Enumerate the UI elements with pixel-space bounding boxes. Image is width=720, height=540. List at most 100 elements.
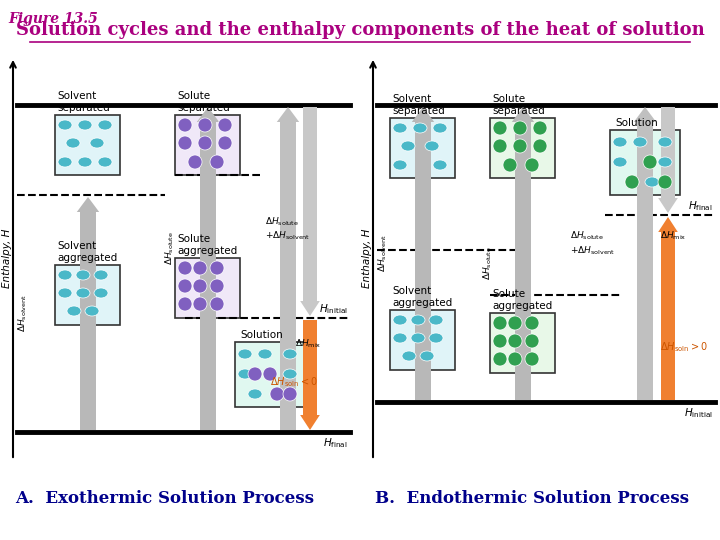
Text: $H_\mathrm{final}$: $H_\mathrm{final}$ <box>323 436 348 450</box>
Ellipse shape <box>258 349 272 359</box>
Ellipse shape <box>402 351 416 361</box>
Ellipse shape <box>533 121 547 135</box>
Ellipse shape <box>429 315 443 325</box>
Ellipse shape <box>429 333 443 343</box>
Text: Solution cycles and the enthalpy components of the heat of solution: Solution cycles and the enthalpy compone… <box>16 21 704 39</box>
Ellipse shape <box>413 123 427 133</box>
Text: $\Delta H_\mathrm{solute}$: $\Delta H_\mathrm{solute}$ <box>482 247 494 280</box>
Ellipse shape <box>393 315 407 325</box>
Text: Solvent
aggregated: Solvent aggregated <box>392 286 452 308</box>
Ellipse shape <box>198 136 212 150</box>
Ellipse shape <box>98 120 112 130</box>
Ellipse shape <box>508 334 522 348</box>
Ellipse shape <box>248 389 262 399</box>
Bar <box>610 130 680 195</box>
Bar <box>55 115 120 175</box>
Ellipse shape <box>193 261 207 275</box>
Text: Enthalpy, H: Enthalpy, H <box>362 229 372 288</box>
Text: Solute
separated: Solute separated <box>492 94 545 116</box>
Text: $H_\mathrm{final}$: $H_\mathrm{final}$ <box>688 199 713 213</box>
Ellipse shape <box>238 369 252 379</box>
Text: Solution: Solution <box>615 118 658 128</box>
Ellipse shape <box>525 158 539 172</box>
Ellipse shape <box>178 118 192 132</box>
Ellipse shape <box>193 297 207 311</box>
Ellipse shape <box>188 155 202 169</box>
Ellipse shape <box>283 369 297 379</box>
Ellipse shape <box>90 138 104 148</box>
Ellipse shape <box>248 367 262 381</box>
Ellipse shape <box>58 270 72 280</box>
Ellipse shape <box>633 137 647 147</box>
Ellipse shape <box>218 118 232 132</box>
Ellipse shape <box>393 160 407 170</box>
Ellipse shape <box>658 157 672 167</box>
Ellipse shape <box>433 160 447 170</box>
Ellipse shape <box>94 270 108 280</box>
Ellipse shape <box>238 349 252 359</box>
Text: $\Delta H_\mathrm{mix}$: $\Delta H_\mathrm{mix}$ <box>660 230 686 242</box>
Ellipse shape <box>643 155 657 169</box>
Text: $\Delta H_\mathrm{mix}$: $\Delta H_\mathrm{mix}$ <box>295 338 321 350</box>
Ellipse shape <box>525 334 539 348</box>
Ellipse shape <box>193 279 207 293</box>
Ellipse shape <box>513 121 527 135</box>
Polygon shape <box>276 107 300 122</box>
Bar <box>235 342 305 407</box>
Text: $\Delta H_\mathrm{soln} > 0$: $\Delta H_\mathrm{soln} > 0$ <box>660 340 708 354</box>
Bar <box>55 265 120 325</box>
Ellipse shape <box>178 136 192 150</box>
Ellipse shape <box>433 123 447 133</box>
Ellipse shape <box>76 270 90 280</box>
Polygon shape <box>77 197 99 212</box>
Bar <box>515 122 531 400</box>
Polygon shape <box>300 415 320 430</box>
Text: Solvent
aggregated: Solvent aggregated <box>57 241 117 263</box>
Ellipse shape <box>210 297 224 311</box>
Polygon shape <box>300 301 320 316</box>
Text: $\Delta H_\mathrm{solvent}$: $\Delta H_\mathrm{solvent}$ <box>17 295 30 333</box>
Bar <box>303 107 317 301</box>
Ellipse shape <box>178 261 192 275</box>
Ellipse shape <box>411 315 425 325</box>
Text: A.  Exothermic Solution Process: A. Exothermic Solution Process <box>15 490 314 507</box>
Ellipse shape <box>493 352 507 366</box>
Ellipse shape <box>493 121 507 135</box>
Ellipse shape <box>270 389 284 399</box>
Text: $\Delta H_\mathrm{solvent}$: $\Delta H_\mathrm{solvent}$ <box>377 234 390 272</box>
Polygon shape <box>658 217 678 232</box>
Ellipse shape <box>533 139 547 153</box>
Ellipse shape <box>94 288 108 298</box>
Bar <box>415 122 431 400</box>
Ellipse shape <box>503 158 517 172</box>
Text: $H_\mathrm{initial}$: $H_\mathrm{initial}$ <box>319 302 348 316</box>
Ellipse shape <box>58 157 72 167</box>
Ellipse shape <box>420 351 434 361</box>
Ellipse shape <box>210 261 224 275</box>
Ellipse shape <box>525 352 539 366</box>
Ellipse shape <box>645 177 659 187</box>
Bar <box>661 232 675 400</box>
Ellipse shape <box>85 306 99 316</box>
Bar <box>637 122 653 400</box>
Ellipse shape <box>393 333 407 343</box>
Polygon shape <box>197 107 219 122</box>
Text: Enthalpy, H: Enthalpy, H <box>2 229 12 288</box>
Text: Solvent
separated: Solvent separated <box>392 94 445 116</box>
Ellipse shape <box>493 316 507 330</box>
Ellipse shape <box>658 175 672 189</box>
Bar <box>175 258 240 318</box>
Text: $\Delta H_\mathrm{solute}$
$+\Delta H_\mathrm{solvent}$: $\Delta H_\mathrm{solute}$ $+\Delta H_\m… <box>265 215 310 242</box>
Polygon shape <box>658 198 678 213</box>
Text: $\Delta H_\mathrm{solute}$: $\Delta H_\mathrm{solute}$ <box>163 232 176 266</box>
Text: Solvent
separated: Solvent separated <box>57 91 109 113</box>
Text: B.  Endothermic Solution Process: B. Endothermic Solution Process <box>375 490 689 507</box>
Bar <box>390 118 455 178</box>
Ellipse shape <box>218 136 232 150</box>
Ellipse shape <box>210 155 224 169</box>
Bar <box>661 107 675 198</box>
Ellipse shape <box>263 367 277 381</box>
Ellipse shape <box>283 349 297 359</box>
Ellipse shape <box>493 139 507 153</box>
Ellipse shape <box>58 288 72 298</box>
